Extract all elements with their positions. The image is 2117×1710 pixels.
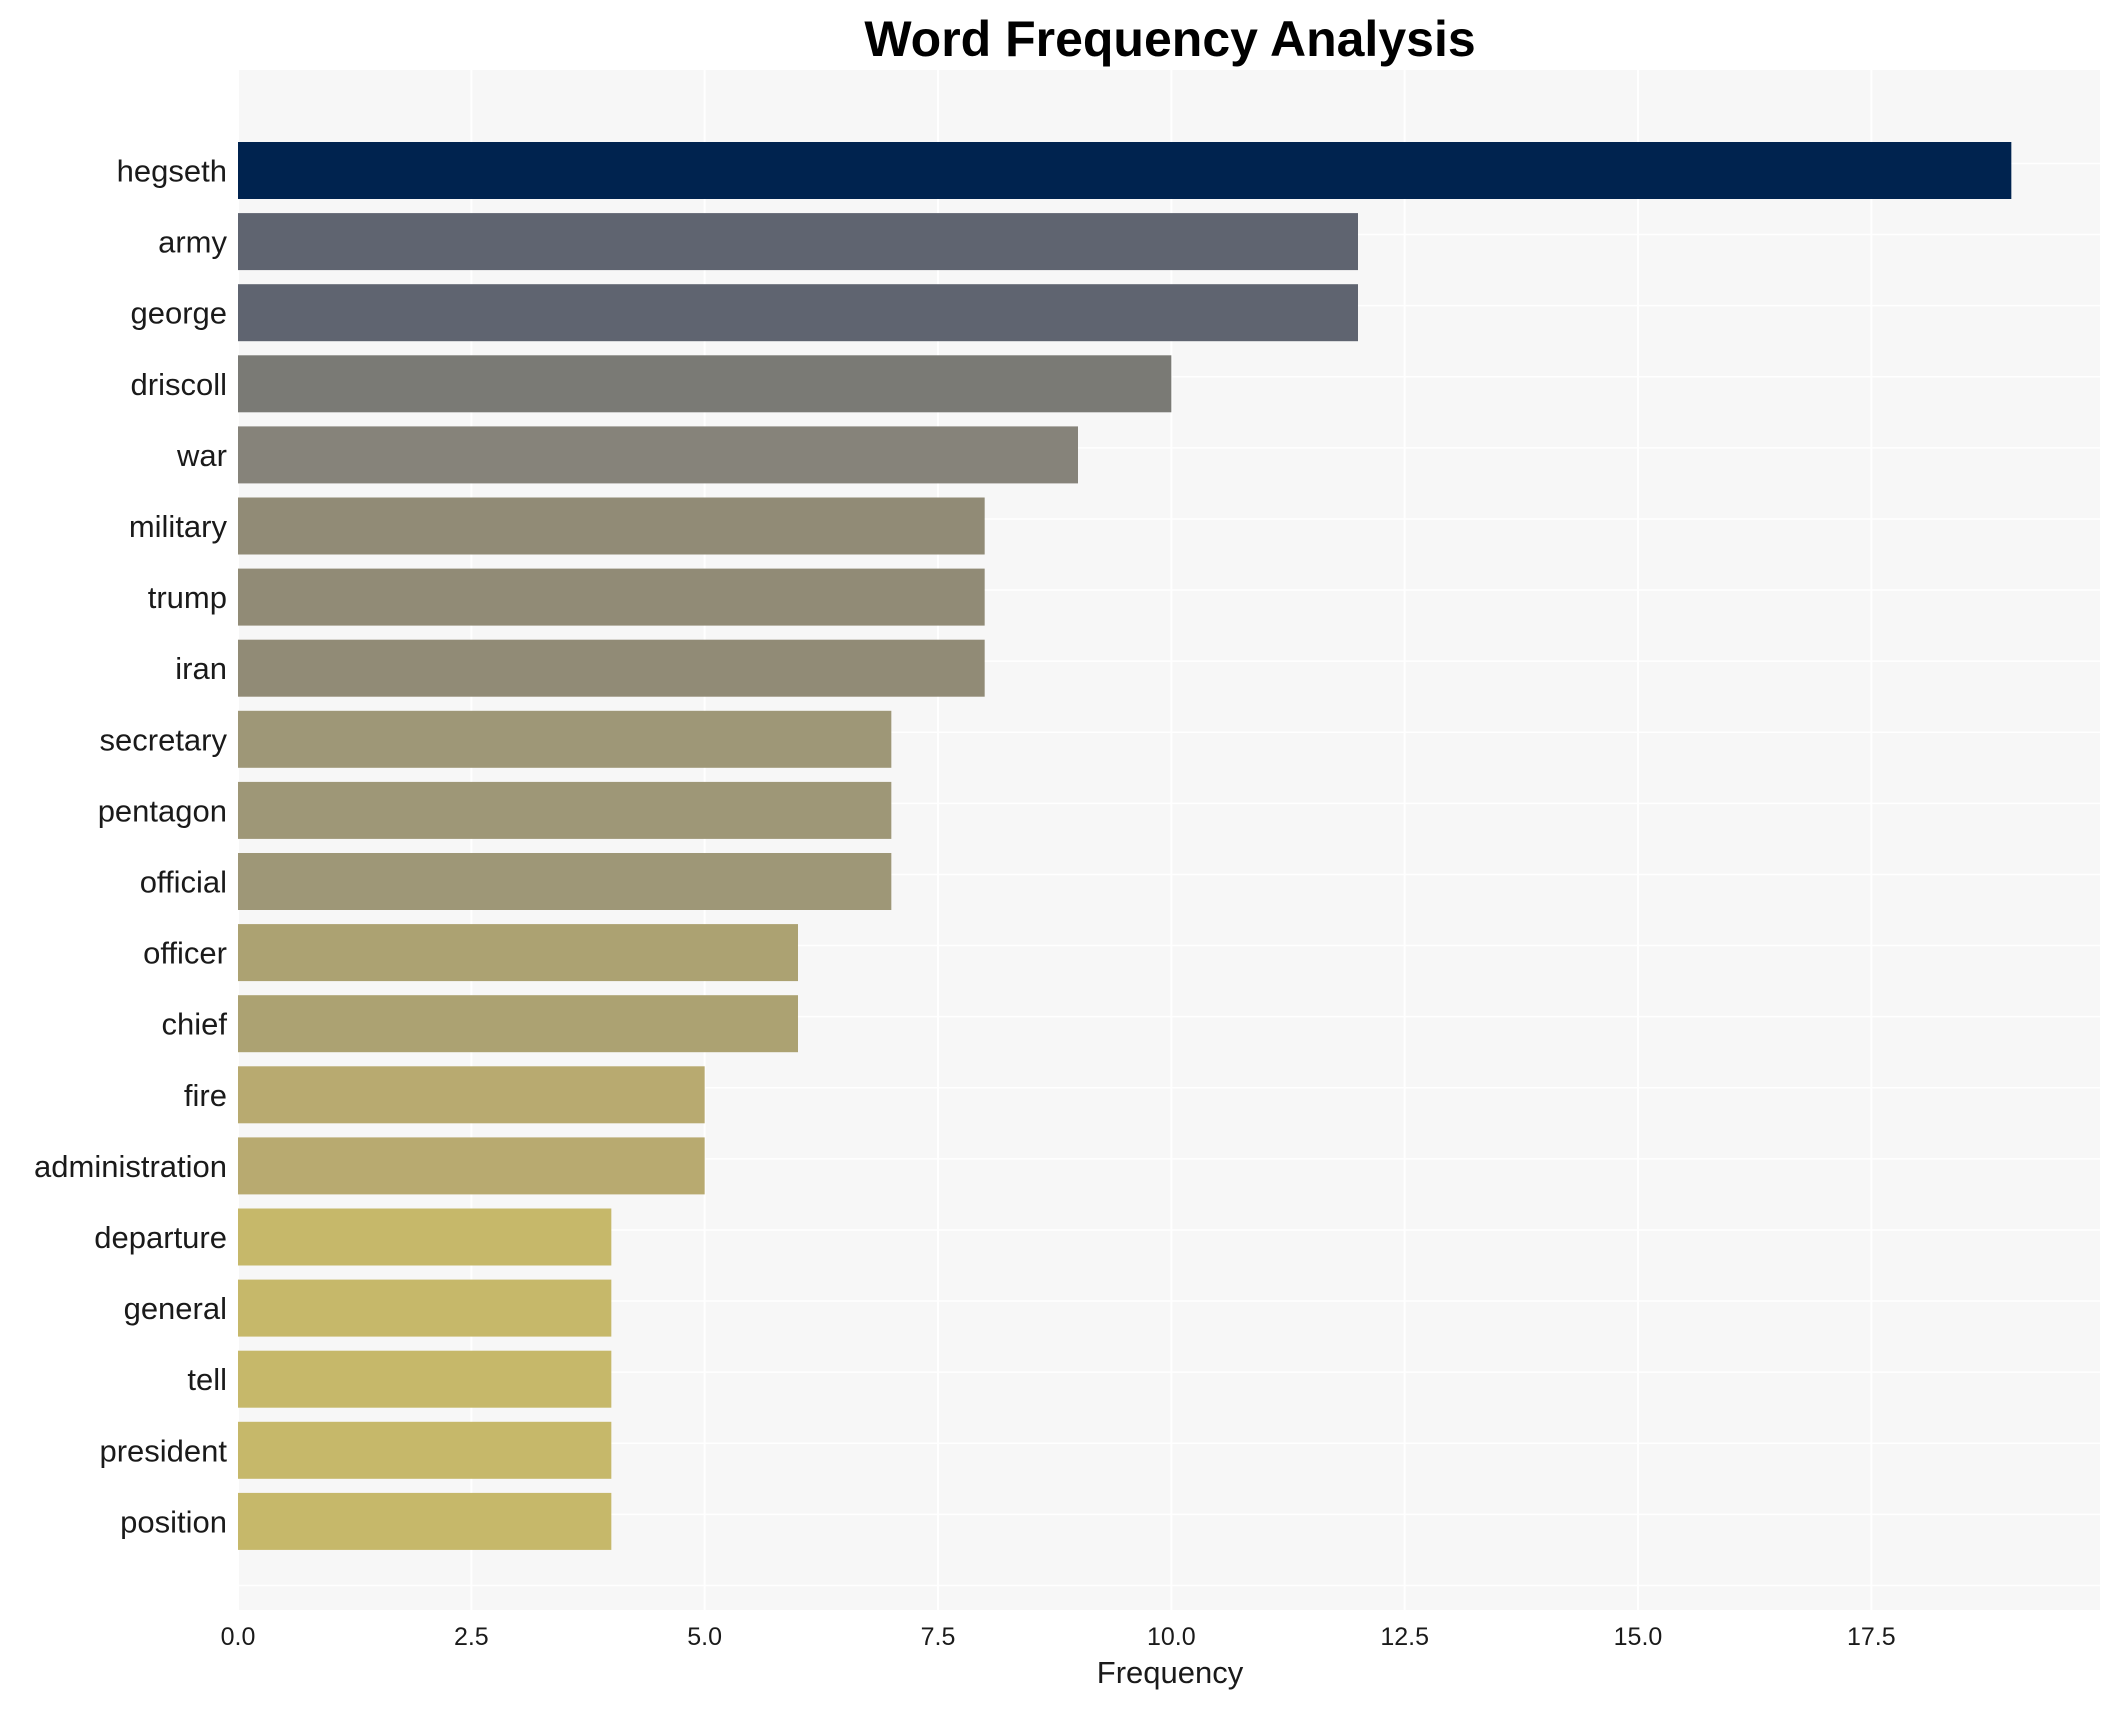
- bar-secretary: [238, 710, 892, 768]
- bar-tell: [238, 1350, 612, 1408]
- bar-military: [238, 497, 985, 555]
- category-label-tell: tell: [187, 1362, 227, 1397]
- category-label-hegseth: hegseth: [117, 154, 227, 189]
- bar-fire: [238, 1066, 705, 1124]
- category-label-pentagon: pentagon: [98, 793, 227, 828]
- bar-departure: [238, 1208, 612, 1266]
- category-label-president: president: [99, 1433, 227, 1468]
- x-tick-label: 2.5: [454, 1623, 489, 1651]
- bar-army: [238, 213, 1358, 271]
- bar-iran: [238, 639, 985, 697]
- category-label-position: position: [120, 1504, 227, 1539]
- x-tick-label: 5.0: [687, 1623, 722, 1651]
- category-label-administration: administration: [34, 1149, 227, 1184]
- category-label-officer: officer: [143, 936, 227, 971]
- x-tick-label: 15.0: [1614, 1623, 1663, 1651]
- category-label-trump: trump: [148, 580, 227, 615]
- bar-chief: [238, 995, 798, 1053]
- bar-war: [238, 426, 1078, 484]
- bar-trump: [238, 568, 985, 626]
- x-tick-label: 10.0: [1147, 1623, 1196, 1651]
- category-label-george: george: [130, 296, 227, 331]
- bar-position: [238, 1492, 612, 1550]
- x-tick-label: 17.5: [1847, 1623, 1896, 1651]
- x-tick-label: 0.0: [221, 1623, 256, 1651]
- category-label-army: army: [158, 225, 227, 260]
- category-label-driscoll: driscoll: [131, 367, 227, 402]
- bar-administration: [238, 1137, 705, 1195]
- category-label-departure: departure: [94, 1220, 227, 1255]
- x-tick-label: 7.5: [921, 1623, 956, 1651]
- category-label-military: military: [129, 509, 228, 544]
- bar-officer: [238, 924, 798, 982]
- category-label-war: war: [176, 438, 227, 473]
- bar-pentagon: [238, 781, 892, 839]
- category-label-secretary: secretary: [100, 722, 228, 757]
- category-label-general: general: [124, 1291, 227, 1326]
- bar-george: [238, 284, 1358, 342]
- bar-general: [238, 1279, 612, 1337]
- category-label-fire: fire: [184, 1078, 227, 1113]
- x-tick-label: 12.5: [1380, 1623, 1429, 1651]
- chart-title: Word Frequency Analysis: [864, 11, 1475, 67]
- x-axis-label: Frequency: [1097, 1655, 1244, 1690]
- bar-driscoll: [238, 355, 1172, 413]
- category-label-chief: chief: [162, 1007, 228, 1042]
- bar-hegseth: [238, 142, 2012, 199]
- category-label-iran: iran: [175, 651, 227, 686]
- category-label-official: official: [140, 865, 227, 900]
- bar-official: [238, 853, 892, 910]
- bar-president: [238, 1421, 612, 1479]
